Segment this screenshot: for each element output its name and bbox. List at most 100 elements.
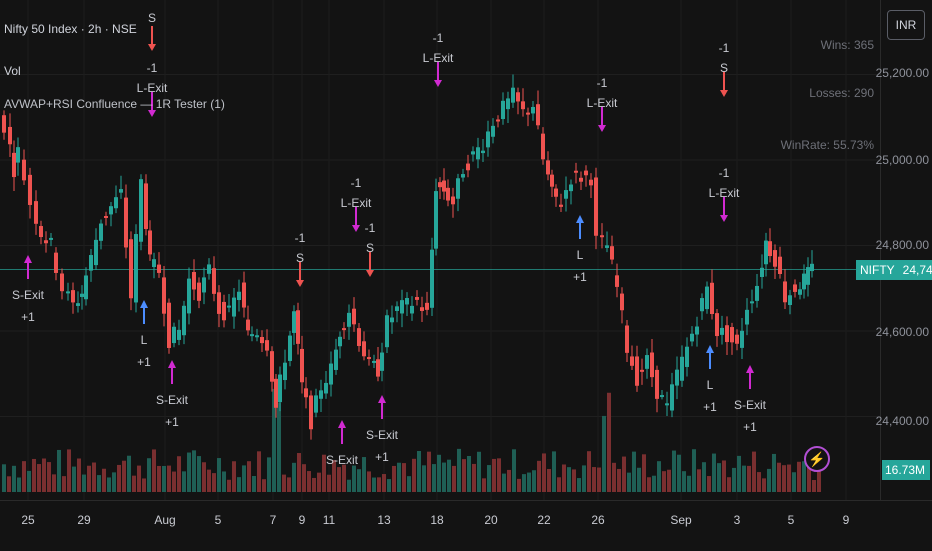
currency-button[interactable]: INR — [887, 10, 925, 40]
volume-bar — [357, 469, 361, 492]
candle-body — [620, 293, 624, 311]
candle-body — [16, 147, 20, 163]
marker-arrow-head — [296, 280, 304, 287]
candle-body — [550, 174, 554, 187]
trade-marker-label: S-Exit — [734, 398, 767, 412]
candle-body — [197, 282, 201, 301]
volume-bar — [327, 474, 331, 492]
candle-body — [329, 363, 333, 385]
trade-marker-label: L-Exit — [341, 196, 372, 210]
candle-body — [554, 188, 558, 197]
volume-legend[interactable]: Vol — [4, 64, 21, 78]
volume-bar — [482, 478, 486, 492]
volume-bar — [262, 479, 266, 492]
candle-body — [71, 290, 75, 303]
volume-bar — [497, 458, 501, 492]
volume-bar — [452, 465, 456, 492]
candle-body — [167, 302, 171, 348]
candle-body — [314, 395, 318, 413]
candle-body — [255, 335, 259, 338]
candle-body — [442, 180, 446, 192]
candle-body — [589, 179, 593, 186]
volume-bar — [32, 458, 36, 492]
volume-bar — [672, 450, 676, 492]
volume-bar — [237, 477, 241, 492]
volume-bar — [557, 477, 561, 492]
candle-body — [139, 179, 143, 242]
volume-bar — [352, 465, 356, 492]
volume-bar — [762, 478, 766, 492]
volume-bar — [332, 460, 336, 492]
volume-bar — [87, 465, 91, 492]
volume-bar — [767, 468, 771, 492]
strategy-legend[interactable]: AVWAP+RSI Confluence — 1R Tester (1) — [4, 97, 225, 111]
volume-bar — [727, 477, 731, 492]
price-label: 25,000.00 — [875, 153, 929, 167]
volume-bar — [302, 464, 306, 492]
price-chart[interactable]: S -1 L-Exit S-Exit +1 L +1 S-Exit +1 -1 S -1 L-Exit -… — [0, 0, 880, 500]
trade-marker-label: S-Exit — [156, 393, 189, 407]
volume-bar — [522, 474, 526, 492]
volume-bar — [17, 477, 21, 492]
volume-bar — [677, 454, 681, 492]
trade-marker-label: L-Exit — [587, 96, 618, 110]
candle-body — [526, 112, 530, 115]
volume-bar — [602, 415, 606, 492]
volume-bar — [687, 475, 691, 492]
candle-body — [471, 151, 475, 155]
time-label: 5 — [214, 513, 222, 527]
volume-bar — [542, 453, 546, 492]
candle-body — [395, 306, 399, 311]
time-label: 29 — [77, 513, 91, 527]
candle-body — [148, 230, 152, 255]
volume-bar — [502, 473, 506, 492]
volume-bar — [192, 450, 196, 492]
candle-body — [788, 295, 792, 306]
lightning-icon[interactable]: ⚡ — [804, 446, 830, 472]
time-label: 25 — [21, 513, 35, 527]
time-scale[interactable]: 25 29 Aug 5 7 9 11 13 18 20 22 26 Sep 3 … — [0, 500, 932, 551]
volume-bar — [697, 469, 701, 492]
volume-bar — [207, 469, 211, 492]
candle-body — [232, 297, 236, 317]
volume-bar — [392, 465, 396, 492]
candle-body — [511, 87, 515, 103]
volume-bar — [527, 472, 531, 492]
candle-body — [610, 246, 614, 260]
volume-bar — [477, 451, 481, 492]
volume-bar — [197, 456, 201, 492]
trade-marker-label: L — [707, 378, 714, 392]
volume-bar — [722, 460, 726, 492]
volume-bar — [422, 465, 426, 492]
volume-bar — [2, 464, 6, 492]
volume-bar — [317, 472, 321, 492]
chart-area[interactable]: S -1 L-Exit S-Exit +1 L +1 S-Exit +1 -1 S -1 L-Exit -… — [0, 0, 880, 500]
volume-bar — [12, 465, 16, 492]
candle-body — [405, 298, 409, 305]
volume-bar — [797, 461, 801, 492]
time-label: 9 — [298, 513, 306, 527]
time-label: 18 — [430, 513, 444, 527]
price-scale[interactable]: 25,200.00 25,000.00 24,800.00 24,600.00 … — [876, 0, 932, 500]
symbol-legend[interactable]: Nifty 50 Index · 2h · NSE — [4, 22, 137, 36]
volume-bar — [467, 455, 471, 492]
trade-marker-label: S-Exit — [326, 453, 359, 467]
candle-body — [410, 305, 414, 314]
volume-bar — [92, 462, 96, 492]
candle-body — [217, 292, 221, 314]
price-label: 24,600.00 — [875, 325, 929, 339]
candle-body — [338, 336, 342, 347]
volume-bar — [612, 462, 616, 492]
candle-body — [675, 369, 679, 386]
candle-body — [357, 328, 361, 346]
trade-marker-label: +1 — [375, 450, 389, 464]
volume-bar — [407, 476, 411, 492]
trade-marker-label: L-Exit — [709, 186, 740, 200]
candle-body — [227, 305, 231, 308]
candle-body — [54, 252, 58, 273]
volume-bar — [747, 465, 751, 492]
candle-body — [635, 356, 639, 386]
volume-bar — [97, 475, 101, 492]
candle-body — [430, 249, 434, 308]
candle-body — [278, 374, 282, 403]
